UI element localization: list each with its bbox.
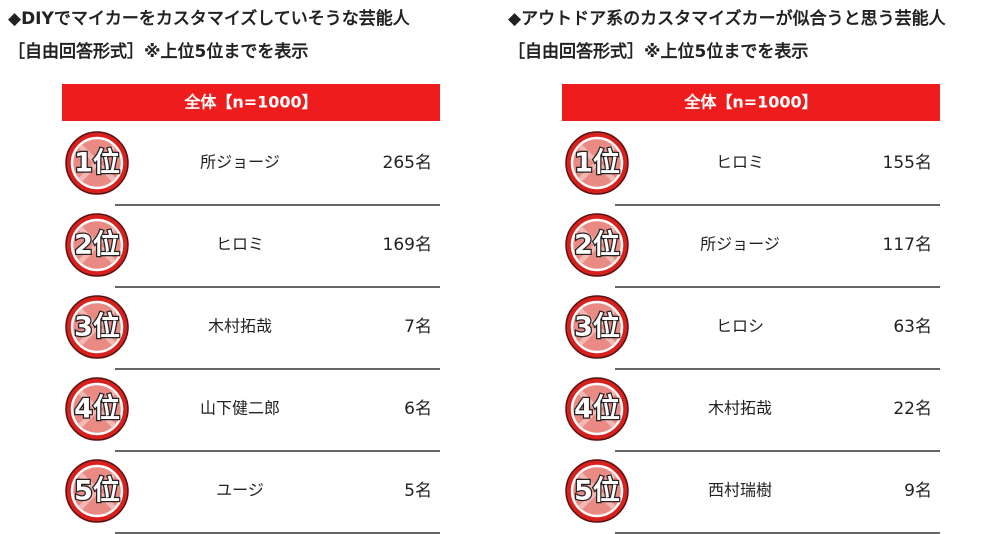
vote-count: 63名 — [893, 317, 932, 337]
rank-badge-pattern — [578, 144, 616, 182]
ranking-row: 1位 ヒロミ 155名 — [565, 131, 940, 206]
ranking-row: 5位 西村瑞樹 9名 — [565, 459, 940, 534]
person-name: ヒロミ — [216, 235, 264, 254]
rank-label: 2位 — [74, 229, 120, 261]
rank-badge-pattern — [78, 390, 116, 428]
ranking-panel: ◆アウトドア系のカスタマイズカーが似合うと思う芸能人 ［自由回答形式］※上位5位ま… — [508, 8, 947, 534]
ranking-row: 1位 所ジョージ 265名 — [65, 131, 440, 206]
rank-label: 5位 — [574, 475, 620, 507]
panel-subtitle: ［自由回答形式］※上位5位までを表示 — [508, 41, 808, 62]
ranking-row: 2位 ヒロミ 169名 — [65, 213, 440, 288]
vote-count: 6名 — [404, 399, 432, 419]
vote-count: 22名 — [893, 399, 932, 419]
vote-count: 265名 — [383, 153, 432, 173]
person-name: 所ジョージ — [200, 153, 280, 172]
rank-label: 3位 — [574, 311, 620, 343]
vote-count: 155名 — [883, 153, 932, 173]
rank-badge-pattern — [78, 472, 116, 510]
panel-title: ◆DIYでマイカーをカスタマイズしていそうな芸能人 — [8, 8, 411, 29]
panel-subtitle: ［自由回答形式］※上位5位までを表示 — [8, 41, 308, 62]
ranking-row: 2位 所ジョージ 117名 — [565, 213, 940, 288]
rank-badge-pattern — [78, 226, 116, 264]
rank-label: 2位 — [574, 229, 620, 261]
header-label: 全体【n=1000】 — [183, 93, 317, 112]
person-name: 山下健二郎 — [200, 399, 280, 418]
ranking-row: 3位 木村拓哉 7名 — [65, 295, 440, 370]
ranking-row: 3位 ヒロシ 63名 — [565, 295, 940, 370]
vote-count: 7名 — [404, 317, 432, 337]
person-name: 西村瑞樹 — [708, 481, 772, 500]
rank-label: 4位 — [574, 393, 620, 425]
rank-label: 4位 — [74, 393, 120, 425]
header-label: 全体【n=1000】 — [683, 93, 817, 112]
person-name: 木村拓哉 — [208, 317, 272, 336]
vote-count: 117名 — [883, 235, 932, 255]
person-name: 木村拓哉 — [708, 399, 772, 418]
rank-label: 3位 — [74, 311, 120, 343]
person-name: ユージ — [216, 481, 264, 500]
ranking-row: 4位 木村拓哉 22名 — [565, 377, 940, 452]
panel-title: ◆アウトドア系のカスタマイズカーが似合うと思う芸能人 — [508, 8, 947, 29]
vote-count: 9名 — [904, 481, 932, 501]
rank-badge-pattern — [578, 226, 616, 264]
rank-badge-pattern — [78, 144, 116, 182]
vote-count: 169名 — [383, 235, 432, 255]
ranking-row: 4位 山下健二郎 6名 — [65, 377, 440, 452]
rank-badge-pattern — [578, 472, 616, 510]
person-name: ヒロシ — [716, 317, 764, 336]
rank-label: 1位 — [574, 147, 620, 179]
rank-label: 5位 — [74, 475, 120, 507]
person-name: ヒロミ — [716, 153, 764, 172]
rank-badge-pattern — [78, 308, 116, 346]
header-bar — [562, 84, 940, 121]
ranking-panel: ◆DIYでマイカーをカスタマイズしていそうな芸能人 ［自由回答形式］※上位5位まで… — [8, 8, 440, 534]
vote-count: 5名 — [404, 481, 432, 501]
header-bar — [62, 84, 440, 121]
ranking-row: 5位 ユージ 5名 — [65, 459, 440, 534]
person-name: 所ジョージ — [700, 235, 780, 254]
rank-badge-pattern — [578, 390, 616, 428]
rank-label: 1位 — [74, 147, 120, 179]
rank-badge-pattern — [578, 308, 616, 346]
